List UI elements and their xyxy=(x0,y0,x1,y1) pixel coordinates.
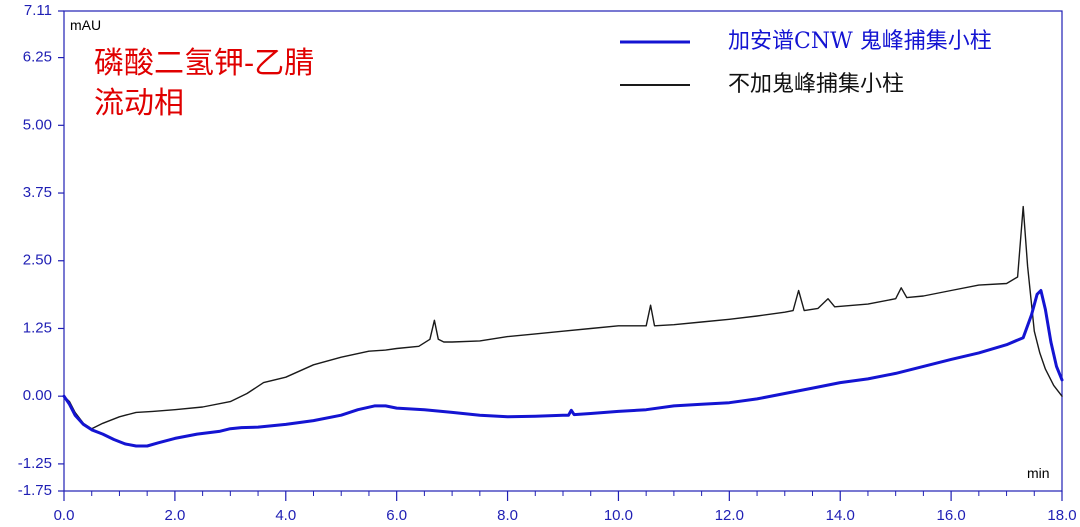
x-unit-label: min xyxy=(1027,465,1050,481)
x-tick-label: 6.0 xyxy=(386,507,407,524)
y-tick-label: 1.25 xyxy=(23,319,52,336)
x-tick-label: 14.0 xyxy=(826,507,855,524)
x-tick-label: 12.0 xyxy=(715,507,744,524)
y-tick-label: 6.25 xyxy=(23,49,52,66)
y-tick-label: 3.75 xyxy=(23,184,52,201)
y-tick-label: 0.00 xyxy=(23,387,52,404)
series-line-with-trap-column xyxy=(62,289,1064,448)
x-tick-label: 4.0 xyxy=(275,507,296,524)
legend-label: 加安谱CNW 鬼峰捕集小柱 xyxy=(728,29,992,54)
annotation-block: 磷酸二氢钾-乙腈 流动相 xyxy=(94,46,314,121)
y-unit-label: mAU xyxy=(70,17,101,33)
y-tick-label: 2.50 xyxy=(23,252,52,269)
y-axis: -1.75 -1.25 0.00 1.25 2.50 3.75 5.00 6.25 7.11 xyxy=(18,2,64,499)
plot-frame xyxy=(63,10,1063,492)
x-tick-label: 18.0 xyxy=(1047,507,1076,524)
y-tick-label: 5.00 xyxy=(23,116,52,133)
legend-label: 不加鬼峰捕集小柱 xyxy=(728,72,904,97)
x-axis: 0.0 2.0 4.0 6.0 8.0 10.0 12.0 14.0 16.0 18.0 xyxy=(54,491,1077,524)
annotation-line-2: 流动相 xyxy=(94,86,184,121)
y-tick-label: -1.75 xyxy=(18,482,52,499)
x-tick-label: 16.0 xyxy=(937,507,966,524)
x-tick-label: 2.0 xyxy=(164,507,185,524)
annotation-line-1: 磷酸二氢钾-乙腈 xyxy=(94,46,314,81)
x-tick-label: 0.0 xyxy=(54,507,75,524)
y-tick-label: -1.25 xyxy=(18,455,52,472)
series-layer xyxy=(62,205,1064,448)
x-tick-label: 8.0 xyxy=(497,507,518,524)
x-tick-label: 10.0 xyxy=(604,507,633,524)
y-tick-label: 7.11 xyxy=(24,2,52,19)
series-line-without-trap-column xyxy=(63,205,1063,430)
